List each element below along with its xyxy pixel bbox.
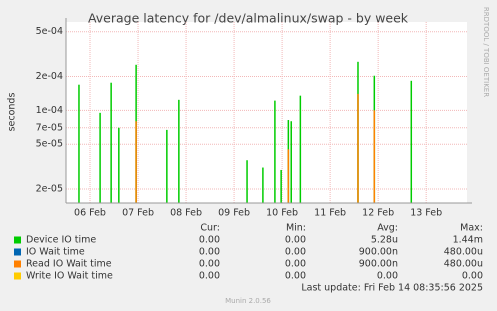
y-tick-label: 1e-04 [36,105,63,116]
stat-value: 0.00 [199,247,220,258]
spike [280,169,282,203]
y-tick-label: 2e-04 [36,71,63,82]
spike [287,149,290,203]
legend-swatch [14,272,21,280]
spike [246,160,248,203]
stats-header: Max: [460,223,483,234]
x-tick-label: 10 Feb [266,208,298,219]
stat-value: 0.00 [285,235,306,246]
legend-swatch [14,248,21,256]
stat-value: 5.28u [371,235,398,246]
plot-area [66,22,467,203]
x-tick-label: 08 Feb [170,208,202,219]
chart-title: Average latency for /dev/almalinux/swap … [88,11,409,26]
spike [262,167,264,203]
spike [290,121,292,203]
y-tick-label: 2e-05 [36,183,63,194]
spike [110,82,112,203]
spike [274,100,276,203]
spike [410,80,413,203]
x-tick-label: 12 Feb [362,208,394,219]
y-tick-label: 5e-04 [36,26,63,37]
x-tick-label: 13 Feb [410,208,442,219]
stat-value: 0.00 [285,259,306,270]
spike [135,121,137,203]
stat-value: 0.00 [462,271,483,282]
stat-value: 0.00 [199,259,220,270]
x-tick-label: 09 Feb [218,208,250,219]
stat-value: 0.00 [199,271,220,282]
legend-label: Device IO time [26,235,96,246]
spike [99,112,101,203]
side-text: RRDTOOL / TOBI OETIKER [482,7,490,97]
y-tick-label: 7e-05 [36,122,63,133]
legend-label: Write IO Wait time [26,271,113,282]
y-axis-label: seconds [7,93,18,132]
x-tick-label: 11 Feb [314,208,346,219]
stats-header: Min: [286,223,306,234]
stat-value: 900.00n [359,247,398,258]
legend-label: IO Wait time [26,247,85,258]
stat-value: 480.00u [444,247,483,258]
stat-value: 0.00 [199,235,220,246]
stat-value: 0.00 [377,271,398,282]
legend-swatch [14,236,21,244]
spike [357,93,359,203]
y-tick-label: 5e-05 [36,139,63,150]
last-update: Last update: Fri Feb 14 08:35:56 2025 [301,283,483,294]
stat-value: 480.00u [444,259,483,270]
spike [118,127,120,203]
spike [299,95,302,203]
stat-value: 0.00 [285,247,306,258]
stat-value: 1.44m [453,235,483,246]
spike [373,110,376,203]
spike [166,129,168,203]
x-tick-label: 06 Feb [74,208,106,219]
legend-swatch [14,260,21,268]
footer: Munin 2.0.56 [225,297,271,305]
stats-header: Avg: [377,223,398,234]
stat-value: 900.00n [359,259,398,270]
spike [78,84,80,203]
spike [178,99,180,203]
stats-header: Cur: [200,223,220,234]
stat-value: 0.00 [285,271,306,282]
x-tick-label: 07 Feb [122,208,154,219]
legend-label: Read IO Wait time [26,259,112,270]
